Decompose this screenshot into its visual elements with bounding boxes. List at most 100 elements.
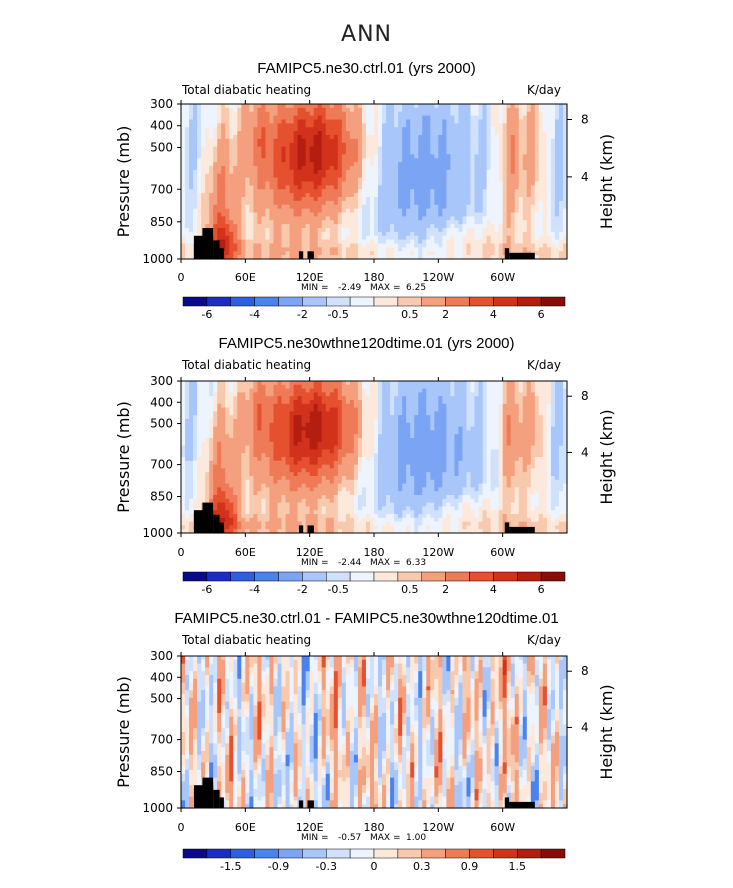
heatmap-cell — [225, 169, 230, 175]
heatmap-cell — [229, 154, 234, 159]
heatmap-cell — [281, 104, 287, 109]
heatmap-cell — [293, 123, 299, 128]
heatmap-cell — [201, 104, 206, 109]
heatmap-cell — [317, 158, 323, 163]
heatmap-cell — [297, 104, 303, 109]
heatmap-cell — [277, 138, 283, 144]
heatmap-cell — [394, 158, 399, 163]
heatmap-cell — [185, 115, 190, 121]
heatmap-cell — [522, 138, 528, 144]
heatmap-cell — [273, 138, 279, 144]
heatmap-cell — [454, 123, 460, 128]
heatmap-cell — [345, 173, 351, 179]
heatmap-cell — [458, 173, 464, 179]
heatmap-cell — [434, 169, 439, 175]
heatmap-cell — [374, 107, 379, 113]
heatmap-cell — [257, 162, 263, 167]
heatmap-cell — [414, 131, 419, 136]
heatmap-cell — [277, 119, 283, 124]
heatmap-cell — [217, 138, 222, 144]
heatmap-cell — [245, 107, 250, 113]
heatmap-cell — [514, 138, 520, 144]
heatmap-cell — [297, 146, 303, 152]
heatmap-cell — [217, 177, 222, 183]
heatmap-cell — [185, 169, 190, 175]
heatmap-cell — [193, 131, 198, 136]
heatmap-cell — [390, 150, 395, 155]
heatmap-cell — [378, 154, 383, 159]
heatmap-cell — [257, 173, 263, 179]
heatmap-cell — [301, 127, 307, 132]
heatmap-cell — [333, 169, 339, 175]
heatmap-cell — [265, 138, 271, 144]
heatmap-cell — [181, 142, 186, 148]
heatmap-cell — [209, 158, 214, 163]
heatmap-cell — [386, 158, 391, 163]
heatmap-cell — [209, 142, 214, 148]
heatmap-cell — [329, 127, 335, 132]
heatmap-cell — [181, 158, 186, 163]
heatmap-cell — [241, 115, 246, 121]
heatmap-cell — [185, 107, 190, 113]
heatmap-cell — [245, 115, 250, 121]
heatmap-cell — [398, 138, 403, 144]
heatmap-cell — [277, 123, 283, 128]
heatmap-cell — [462, 104, 468, 109]
heatmap-cell — [313, 162, 319, 167]
heatmap-cell — [430, 115, 435, 121]
heatmap-cell — [237, 173, 242, 179]
heatmap-cell — [241, 123, 246, 128]
heatmap-cell — [301, 135, 307, 140]
heatmap-cell — [486, 146, 492, 152]
heatmap-cell — [550, 115, 556, 121]
heatmap-cell — [550, 158, 556, 163]
heatmap-cell — [341, 169, 347, 175]
heatmap-cell — [438, 154, 443, 159]
heatmap-cell — [273, 142, 279, 148]
heatmap-cell — [518, 115, 524, 121]
heatmap-cell — [365, 150, 371, 155]
heatmap-cell — [446, 107, 451, 113]
heatmap-cell — [522, 104, 528, 109]
heatmap-cell — [193, 162, 198, 167]
heatmap-cell — [534, 111, 540, 117]
heatmap-cell — [478, 158, 484, 163]
heatmap-cell — [305, 158, 311, 163]
heatmap-cell — [538, 173, 544, 179]
heatmap-cell — [382, 150, 387, 155]
heatmap-cell — [514, 146, 520, 152]
heatmap-cell — [462, 119, 468, 124]
heatmap-cell — [402, 111, 407, 117]
heatmap-cell — [313, 111, 319, 117]
heatmap-cell — [514, 119, 520, 124]
heatmap-cell — [249, 135, 254, 140]
heatmap-cell — [285, 162, 291, 167]
heatmap-cell — [422, 173, 427, 179]
heatmap-cell — [434, 150, 439, 155]
heatmap-cell — [253, 142, 258, 148]
heatmap-cell — [205, 162, 210, 167]
heatmap-cell — [534, 115, 540, 121]
heatmap-cell — [446, 166, 451, 171]
heatmap-cell — [446, 115, 451, 121]
heatmap-cell — [558, 107, 564, 113]
heatmap-cell — [554, 104, 560, 109]
heatmap-cell — [530, 111, 536, 117]
heatmap-cell — [518, 154, 524, 159]
heatmap-cell — [534, 154, 540, 159]
heatmap-cell — [534, 150, 540, 155]
heatmap-cell — [189, 138, 194, 144]
heatmap-cell — [430, 104, 435, 109]
heatmap-cell — [365, 104, 371, 109]
heatmap-cell — [313, 146, 319, 152]
heatmap-cell — [390, 119, 395, 124]
heatmap-cell — [526, 173, 532, 179]
heatmap-cell — [530, 127, 536, 132]
heatmap-cell — [221, 131, 226, 136]
heatmap-cell — [502, 146, 508, 152]
heatmap-cell — [538, 135, 544, 140]
heatmap-cell — [406, 107, 411, 113]
heatmap-cell — [245, 138, 250, 144]
heatmap-cell — [249, 173, 254, 179]
heatmap-cell — [498, 131, 504, 136]
